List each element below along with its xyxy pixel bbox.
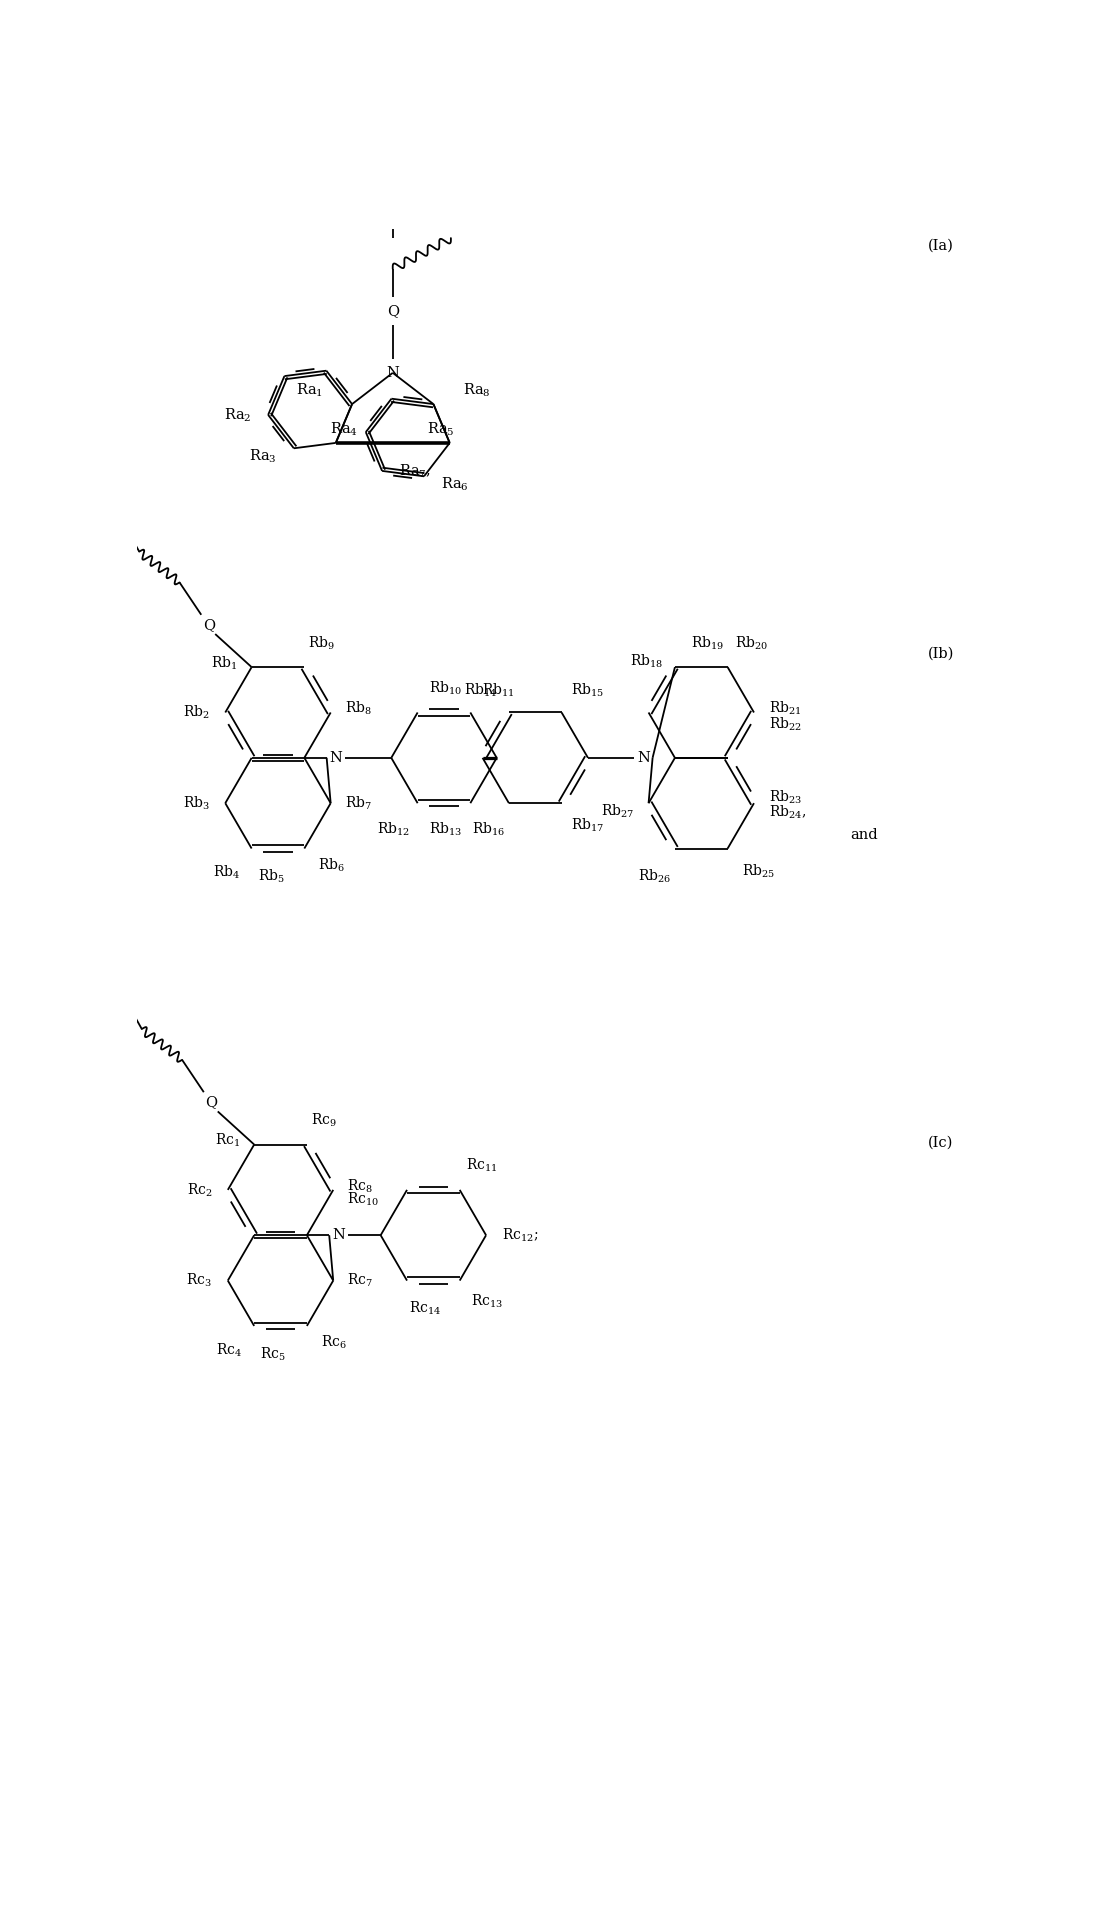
Text: Rb$_8$: Rb$_8$	[344, 700, 372, 717]
Text: Rb$_{27}$: Rb$_{27}$	[602, 803, 635, 820]
Text: Rc$_{11}$: Rc$_{11}$	[466, 1158, 498, 1175]
Text: Ra$_6$: Ra$_6$	[441, 475, 469, 492]
Text: Rb$_{21}$: Rb$_{21}$	[769, 700, 802, 717]
Text: Rb$_{18}$: Rb$_{18}$	[630, 652, 663, 669]
Text: Rb$_{15}$: Rb$_{15}$	[571, 681, 604, 698]
Text: Rb$_7$: Rb$_7$	[344, 795, 372, 812]
Text: Rb$_1$: Rb$_1$	[212, 654, 238, 671]
Text: Rb$_{17}$: Rb$_{17}$	[571, 816, 604, 835]
Text: Rb$_{25}$: Rb$_{25}$	[742, 862, 775, 879]
Text: Rc$_8$: Rc$_8$	[347, 1177, 373, 1194]
Text: Ra$_3$: Ra$_3$	[249, 448, 277, 465]
Text: Ra$_8$: Ra$_8$	[463, 381, 491, 399]
Text: Ra$_2$: Ra$_2$	[224, 406, 251, 423]
Text: N: N	[332, 1228, 345, 1241]
Text: (Ib): (Ib)	[927, 646, 954, 662]
Text: Ra$_1$: Ra$_1$	[296, 381, 322, 399]
Text: Ra$_4$: Ra$_4$	[330, 421, 358, 439]
Text: Q: Q	[387, 305, 399, 318]
Text: Ra$_7$,: Ra$_7$,	[399, 461, 431, 479]
Text: Rc$_9$: Rc$_9$	[311, 1112, 336, 1129]
Text: N: N	[330, 751, 342, 765]
Text: Rb$_{26}$: Rb$_{26}$	[638, 868, 671, 885]
Text: Rc$_1$: Rc$_1$	[215, 1133, 240, 1150]
Text: (Ic): (Ic)	[927, 1137, 952, 1150]
Text: Ra$_5$: Ra$_5$	[427, 421, 455, 439]
Text: Rb$_{12}$: Rb$_{12}$	[377, 820, 410, 837]
Text: Rb$_{22}$: Rb$_{22}$	[769, 715, 802, 732]
Text: Rb$_{10}$: Rb$_{10}$	[430, 679, 463, 698]
Text: Rc$_7$: Rc$_7$	[347, 1272, 373, 1289]
Text: Rb$_{23}$: Rb$_{23}$	[769, 788, 802, 807]
Text: Rc$_5$: Rc$_5$	[261, 1344, 286, 1364]
Text: Rb$_{19}$: Rb$_{19}$	[690, 635, 723, 652]
Text: Rc$_3$: Rc$_3$	[186, 1272, 213, 1289]
Text: Rc$_{12}$;: Rc$_{12}$;	[502, 1226, 538, 1243]
Text: Rc$_{10}$: Rc$_{10}$	[347, 1190, 379, 1207]
Text: Rc$_{14}$: Rc$_{14}$	[409, 1301, 441, 1318]
Text: Rc$_4$: Rc$_4$	[216, 1341, 242, 1358]
Text: N: N	[386, 366, 399, 379]
Text: Rb$_9$: Rb$_9$	[308, 635, 335, 652]
Text: Rb$_3$: Rb$_3$	[183, 795, 209, 812]
Text: Rb$_{13}$: Rb$_{13}$	[430, 820, 463, 837]
Text: Rc$_{13}$: Rc$_{13}$	[471, 1293, 503, 1310]
Text: Rb$_{16}$: Rb$_{16}$	[472, 820, 505, 837]
Text: Rb$_{11}$: Rb$_{11}$	[482, 681, 514, 698]
Text: Rb$_6$: Rb$_6$	[318, 856, 345, 873]
Text: Rb$_4$: Rb$_4$	[213, 864, 240, 881]
Text: and: and	[850, 828, 878, 841]
Text: Q: Q	[205, 1095, 218, 1110]
Text: Rb$_5$: Rb$_5$	[258, 868, 285, 885]
Text: Rb$_2$: Rb$_2$	[183, 704, 209, 721]
Text: Rc$_6$: Rc$_6$	[321, 1333, 346, 1350]
Text: Rc$_2$: Rc$_2$	[186, 1180, 213, 1200]
Text: Rb$_{14}$: Rb$_{14}$	[464, 681, 498, 698]
Text: Rb$_{20}$: Rb$_{20}$	[735, 635, 768, 652]
Text: Rb$_{24}$,: Rb$_{24}$,	[769, 803, 807, 822]
Text: (Ia): (Ia)	[927, 238, 954, 254]
Text: N: N	[637, 751, 650, 765]
Text: Q: Q	[203, 618, 215, 631]
